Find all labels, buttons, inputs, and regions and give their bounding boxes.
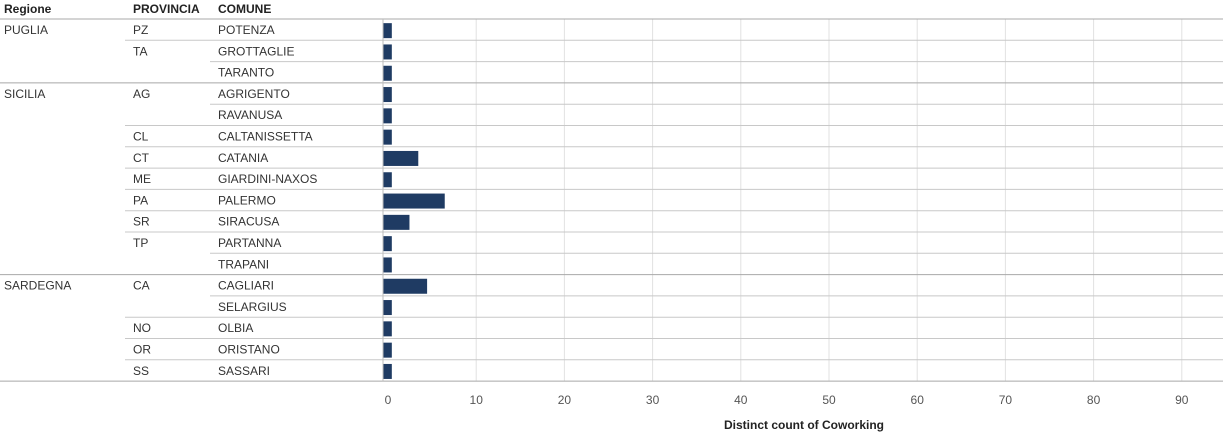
comune-label: GIARDINI-NAXOS xyxy=(218,172,317,186)
regione-label: SARDEGNA xyxy=(4,279,71,293)
comune-label: RAVANUSA xyxy=(218,108,282,122)
x-tick-label: 90 xyxy=(1175,393,1189,407)
header-comune: COMUNE xyxy=(218,2,271,16)
provincia-label: PA xyxy=(133,193,148,207)
bar-catania xyxy=(383,150,419,166)
x-tick-label: 60 xyxy=(911,393,925,407)
comune-label: POTENZA xyxy=(218,23,275,37)
comune-label: SELARGIUS xyxy=(218,300,287,314)
bar-agrigento xyxy=(383,87,392,103)
provincia-label: OR xyxy=(133,343,151,357)
comune-label: AGRIGENTO xyxy=(218,87,290,101)
bars xyxy=(383,23,445,379)
provincia-label: PZ xyxy=(133,23,148,37)
comune-label: CATANIA xyxy=(218,151,268,165)
provincia-label: CT xyxy=(133,151,150,165)
bar-oristano xyxy=(383,342,392,358)
comune-label: PARTANNA xyxy=(218,236,281,250)
x-tick-label: 40 xyxy=(734,393,748,407)
x-tick-label: 30 xyxy=(646,393,660,407)
x-tick-label: 50 xyxy=(822,393,836,407)
bar-potenza xyxy=(383,23,392,39)
bar-siracusa xyxy=(383,214,410,230)
regione-label: SICILIA xyxy=(4,87,45,101)
x-tick-label: 70 xyxy=(999,393,1013,407)
x-tick-label: 10 xyxy=(470,393,484,407)
bar-sassari xyxy=(383,363,392,379)
bar-olbia xyxy=(383,321,392,337)
provincia-label: SR xyxy=(133,215,150,229)
bar-grottaglie xyxy=(383,44,392,60)
regione-label: PUGLIA xyxy=(4,23,48,37)
x-axis-label: Distinct count of Coworking xyxy=(724,418,884,432)
provincia-label: NO xyxy=(133,321,151,335)
bar-caltanissetta xyxy=(383,129,392,145)
comune-label: GROTTAGLIE xyxy=(218,44,294,58)
comune-label: TARANTO xyxy=(218,66,274,80)
bar-giardini-naxos xyxy=(383,172,392,188)
comune-label: TRAPANI xyxy=(218,257,269,271)
header-provincia: PROVINCIA xyxy=(133,2,200,16)
provincia-label: AG xyxy=(133,87,150,101)
x-axis: 0 10 20 30 40 50 60 70 80 90 xyxy=(382,19,1189,407)
comune-label: ORISTANO xyxy=(218,343,280,357)
bar-palermo xyxy=(383,193,445,209)
bar-ravanusa xyxy=(383,108,392,124)
comune-label: PALERMO xyxy=(218,193,276,207)
gridlines xyxy=(475,19,1183,382)
comune-label: OLBIA xyxy=(218,321,253,335)
bar-selargius xyxy=(383,300,392,316)
provincia-label: ME xyxy=(133,172,151,186)
row-labels: PZ POTENZA TA GROTTAGLIE TARANTO PUGLIA AG AGRI… xyxy=(4,23,317,378)
provincia-label: SS xyxy=(133,364,149,378)
comune-label: CALTANISSETTA xyxy=(218,130,313,144)
row-dividers xyxy=(0,18,1223,382)
provincia-label: CL xyxy=(133,130,149,144)
comune-label: CAGLIARI xyxy=(218,279,274,293)
provincia-label: TP xyxy=(133,236,148,250)
bar-taranto xyxy=(383,65,392,81)
provincia-label: TA xyxy=(133,44,147,58)
column-headers: Regione PROVINCIA COMUNE xyxy=(4,2,271,16)
x-tick-label: 80 xyxy=(1087,393,1101,407)
bar-cagliari xyxy=(383,278,428,294)
x-tick-label: 0 xyxy=(385,393,392,407)
comune-label: SIRACUSA xyxy=(218,215,279,229)
provincia-label: CA xyxy=(133,279,150,293)
header-regione: Regione xyxy=(4,2,52,16)
comune-label: SASSARI xyxy=(218,364,270,378)
bar-trapani xyxy=(383,257,392,273)
bar-partanna xyxy=(383,236,392,252)
x-tick-label: 20 xyxy=(558,393,572,407)
